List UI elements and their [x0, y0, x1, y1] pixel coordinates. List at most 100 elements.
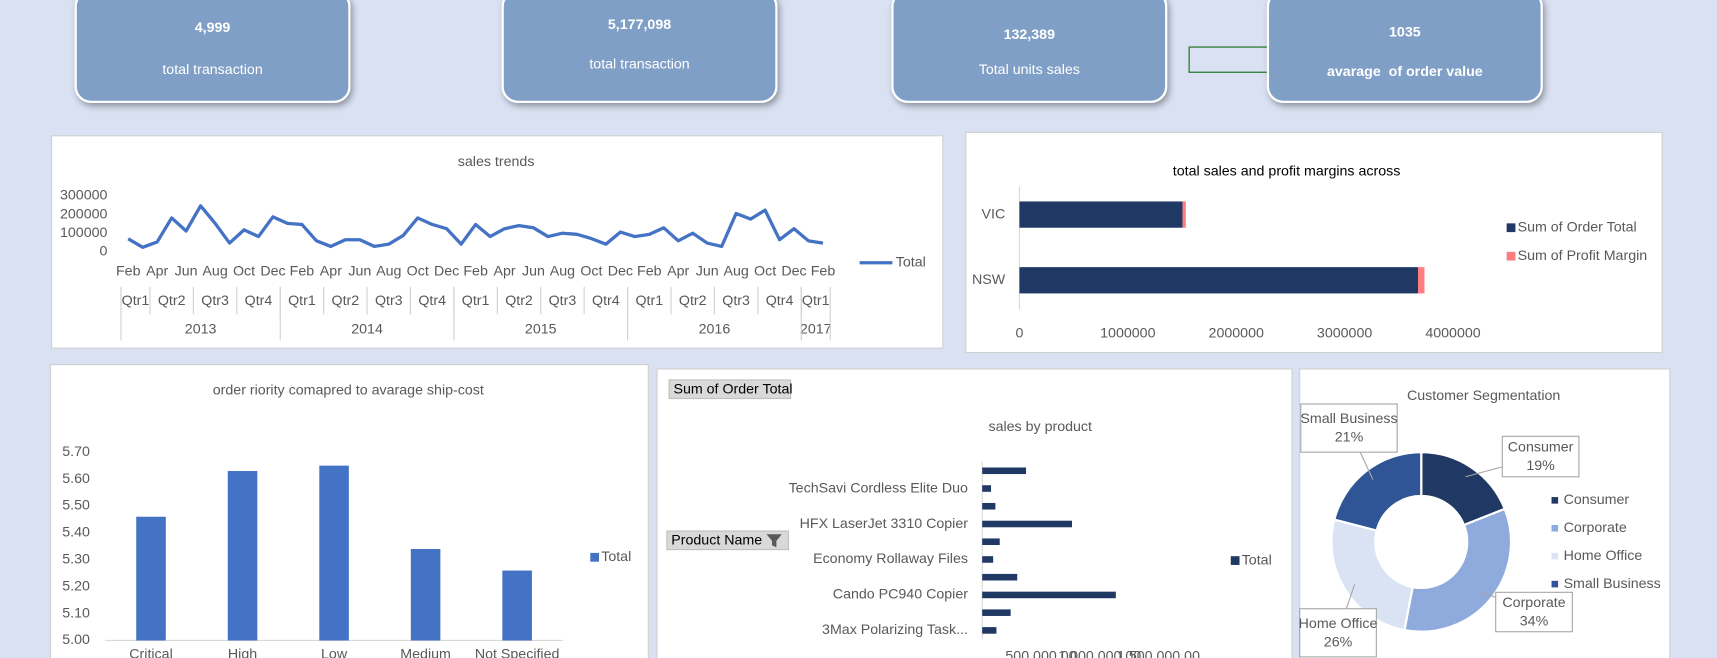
kpi-label: avarage of order value: [1327, 64, 1483, 80]
x-tick-label: Low: [321, 646, 348, 658]
y-tick-label: 5.30: [62, 552, 90, 568]
quarter-label: Qtr4: [418, 293, 446, 309]
legend-label: Sum of Profit Margin: [1518, 248, 1648, 264]
callout-name: Consumer: [1508, 440, 1574, 456]
y-tick-label: HFX LaserJet 3310 Copier: [800, 516, 969, 532]
x-tick-label: Aug: [376, 263, 401, 279]
x-tick-label: Apr: [493, 263, 515, 279]
bar: [410, 549, 441, 641]
donut-segment: [1332, 451, 1423, 532]
x-tick-label: Jun: [522, 263, 545, 279]
legend-swatch: [1551, 497, 1559, 504]
x-tick-label: Jun: [175, 263, 198, 279]
quarter-label: Qtr4: [766, 293, 794, 309]
legend-label: Consumer: [1564, 492, 1630, 508]
pivot-filter-button[interactable]: [666, 530, 789, 551]
legend-label: Total: [601, 549, 631, 565]
chart-title: sales by product: [988, 419, 1092, 435]
y-tick-label: 5.60: [62, 471, 90, 487]
x-tick-label: 0: [1015, 326, 1023, 342]
y-tick-label: Economy Rollaway Files: [813, 551, 968, 567]
x-tick-label: Not Specified: [475, 646, 560, 658]
x-tick-label: Medium: [400, 646, 451, 658]
quarter-label: Qtr2: [679, 293, 707, 309]
bar: [1417, 267, 1425, 294]
year-label: 2016: [699, 321, 731, 337]
x-tick-label: Jun: [348, 263, 371, 279]
x-tick-label: 2000000: [1209, 326, 1264, 342]
quarter-label: Qtr1: [462, 293, 490, 309]
kpi-value: 5,177,098: [608, 17, 671, 33]
quarter-label: Qtr3: [201, 293, 229, 309]
y-tick-label: 100000: [60, 225, 108, 241]
quarter-label: Qtr2: [332, 293, 360, 309]
quarter-label: Qtr4: [592, 293, 620, 309]
bar: [136, 516, 166, 641]
legend-swatch: [1551, 580, 1559, 588]
filter-icon: [766, 534, 782, 548]
bar: [982, 520, 1072, 528]
bar: [982, 573, 1018, 581]
x-tick-label: 1,500,000.00: [1117, 649, 1200, 658]
legend-swatch: [1551, 552, 1559, 560]
kpi-value: 132,389: [1004, 27, 1055, 43]
quarter-label: Qtr1: [802, 293, 830, 309]
bar: [982, 556, 994, 563]
y-tick-label: Cando PC940 Copier: [833, 587, 968, 603]
kpi-label: total transaction: [589, 56, 689, 72]
x-tick-label: Apr: [320, 263, 342, 279]
callout-name: Corporate: [1502, 595, 1565, 611]
bar: [1182, 201, 1186, 228]
legend-swatch: [1506, 251, 1516, 261]
x-tick-label: Feb: [290, 263, 315, 279]
callout-name: Home Office: [1299, 616, 1378, 632]
x-tick-label: 4000000: [1425, 326, 1480, 342]
quarter-label: Qtr2: [505, 293, 533, 309]
x-tick-label: 3000000: [1317, 326, 1372, 342]
bar: [982, 609, 1011, 616]
donut-segment: [1403, 507, 1513, 633]
quarter-label: Qtr4: [245, 293, 273, 309]
x-tick-label: Aug: [723, 263, 748, 279]
bar: [227, 471, 258, 641]
x-tick-label: Oct: [233, 263, 255, 279]
legend-label: Corporate: [1564, 520, 1627, 536]
legend-swatch: [1506, 223, 1516, 233]
quarter-label: Qtr2: [158, 293, 186, 309]
x-tick-label: Critical: [129, 646, 172, 658]
x-tick-label: High: [228, 646, 257, 658]
x-tick-label: Dec: [608, 263, 633, 279]
y-tick-label: 5.70: [62, 444, 90, 460]
x-tick-label: Dec: [260, 263, 285, 279]
y-tick-label: 5.00: [62, 632, 90, 648]
x-tick-label: 500,000.00: [1005, 649, 1076, 658]
callout-name: Small Business: [1300, 411, 1397, 427]
y-tick-label: 200000: [60, 206, 108, 222]
kpi-value: 1035: [1389, 25, 1421, 41]
x-tick-label: Oct: [580, 263, 602, 279]
x-tick-label: Feb: [637, 263, 662, 279]
bar: [982, 485, 992, 492]
y-tick-label: 300000: [60, 188, 108, 204]
quarter-label: Qtr3: [549, 293, 577, 309]
pivot-field-button[interactable]: [668, 379, 792, 400]
kpi-label: Total units sales: [979, 62, 1080, 78]
bar: [502, 570, 532, 641]
callout-value: 26%: [1324, 634, 1353, 650]
bar: [982, 467, 1027, 475]
x-tick-label: Feb: [463, 263, 488, 279]
x-tick-label: Feb: [116, 263, 141, 279]
y-tick-label: 0: [100, 244, 108, 260]
bar: [982, 627, 997, 634]
x-tick-label: 1,000,000.00: [1058, 649, 1141, 658]
x-tick-label: Dec: [781, 263, 806, 279]
legend-label: Total: [1242, 552, 1272, 568]
callout-value: 19%: [1526, 458, 1555, 474]
kpi-label: total transaction: [162, 62, 262, 78]
x-tick-label: Oct: [754, 263, 776, 279]
bar: [982, 538, 1000, 546]
legend-swatch: [1230, 556, 1240, 565]
y-tick-label: 5.50: [62, 498, 90, 514]
x-tick-label: Oct: [407, 263, 429, 279]
